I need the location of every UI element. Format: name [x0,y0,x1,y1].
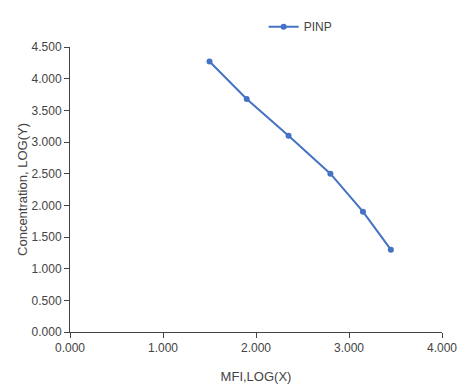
svg-text:1.500: 1.500 [32,230,62,244]
svg-text:MFI,LOG(X): MFI,LOG(X) [221,369,292,384]
svg-text:0.000: 0.000 [32,325,62,339]
svg-text:4.000: 4.000 [32,72,62,86]
svg-text:3.000: 3.000 [32,135,62,149]
svg-text:4.000: 4.000 [427,341,457,355]
svg-text:2.000: 2.000 [32,199,62,213]
svg-text:0.500: 0.500 [32,294,62,308]
svg-text:3.500: 3.500 [32,104,62,118]
svg-text:2.500: 2.500 [32,167,62,181]
svg-text:2.000: 2.000 [241,341,271,355]
svg-text:4.500: 4.500 [32,40,62,54]
svg-text:1.000: 1.000 [32,262,62,276]
svg-text:1.000: 1.000 [148,341,178,355]
svg-text:0.000: 0.000 [55,341,85,355]
svg-text:PINP: PINP [304,20,332,34]
svg-text:3.000: 3.000 [334,341,364,355]
svg-text:Concentration, LOG(Y): Concentration, LOG(Y) [15,123,30,256]
